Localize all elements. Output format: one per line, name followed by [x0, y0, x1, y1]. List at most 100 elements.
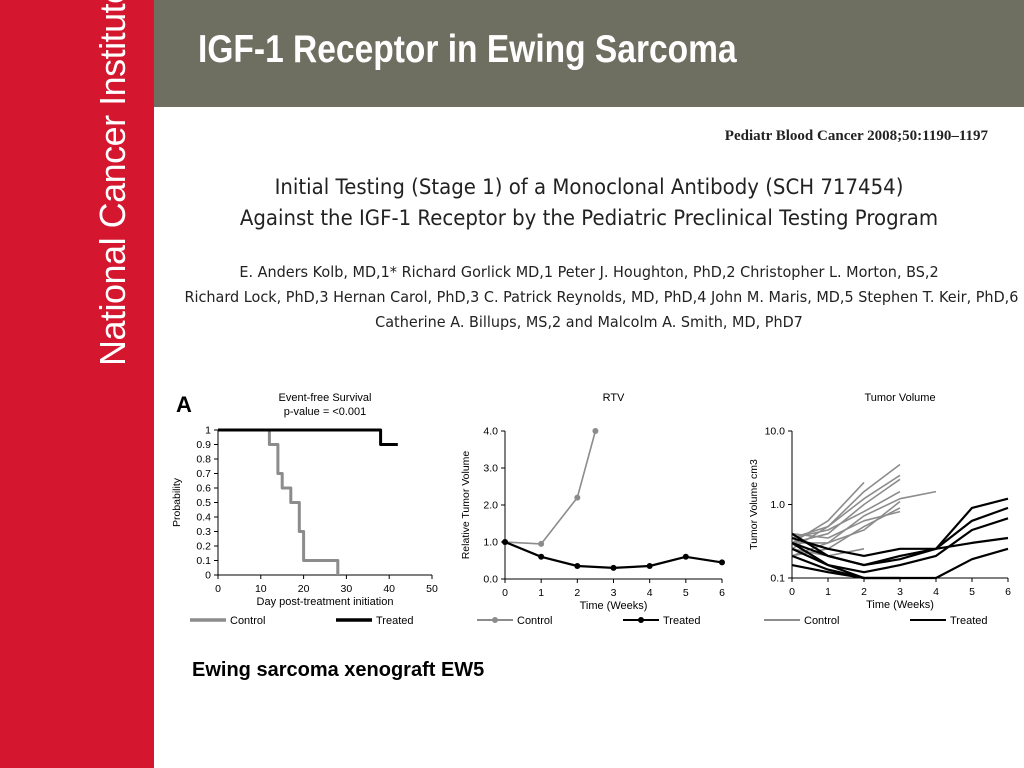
x-tick-label: 1 [538, 587, 544, 599]
legend-label-control: Control [230, 615, 265, 627]
x-tick-label: 40 [383, 583, 395, 595]
legend-label-treated: Treated [950, 615, 988, 627]
journal-reference: Pediatr Blood Cancer 2008;50:1190–1197 [724, 128, 988, 144]
y-axis-label: Probability [171, 477, 183, 527]
chart-title: Event-free Survival [279, 392, 372, 404]
x-tick-label: 6 [719, 587, 725, 599]
series-line-treated [791, 532, 1009, 567]
paper-title-line: Against the IGF-1 Receptor by the Pediat… [239, 206, 939, 230]
x-tick-label: 30 [341, 583, 353, 595]
y-tick-label: 0.8 [196, 454, 211, 466]
data-point-control [574, 494, 581, 501]
data-point-control [592, 428, 599, 434]
x-tick-label: 4 [647, 587, 653, 599]
y-tick-label: 0.1 [196, 555, 211, 567]
y-tick-label: 10.0 [765, 426, 786, 438]
data-point-treated [574, 563, 581, 570]
x-tick-label: 5 [969, 586, 975, 598]
series-line-control [791, 490, 901, 539]
series-line-control [791, 510, 901, 539]
series-line-treated [900, 547, 1009, 580]
series-line-treated [791, 541, 865, 580]
author-list: E. Anders Kolb, MD,1* Richard Gorlick MD… [154, 260, 1024, 335]
series-line-treated [791, 506, 1009, 558]
x-tick-label: 50 [426, 583, 438, 595]
series-line-treated [791, 564, 900, 580]
y-tick-label: 1.0 [770, 499, 785, 511]
y-tick-label: 0.6 [196, 483, 211, 495]
y-axis-label: Relative Tumor Volume [460, 451, 472, 560]
series-line-treated [218, 428, 398, 446]
x-tick-label: 0 [502, 587, 508, 599]
paper-title-line: Initial Testing (Stage 1) of a Monoclona… [274, 175, 904, 199]
x-axis-label: Time (Weeks) [580, 600, 648, 612]
data-point-treated [502, 539, 508, 545]
series-line-control [791, 474, 901, 539]
chart-subtitle: p-value = <0.001 [284, 406, 367, 418]
data-point-treated [646, 563, 653, 570]
series-line-control [791, 490, 937, 557]
slide-title: IGF-1 Receptor in Ewing Sarcoma [198, 28, 737, 71]
legend-marker-control [492, 617, 498, 623]
series-line-control [791, 478, 901, 544]
chart-title: Tumor Volume [864, 392, 935, 404]
data-point-treated [610, 564, 617, 571]
x-tick-label: 5 [683, 587, 689, 599]
series-line-treated [791, 517, 1009, 574]
legend-marker-treated [638, 617, 644, 623]
data-point-treated [719, 559, 725, 566]
x-axis-label: Time (Weeks) [866, 599, 934, 611]
author-line: E. Anders Kolb, MD,1* Richard Gorlick MD… [239, 263, 939, 281]
chart-title: RTV [603, 392, 625, 404]
series-line-treated [791, 554, 900, 580]
y-tick-label: 0.1 [770, 573, 785, 585]
slide-header: IGF-1 Receptor in Ewing Sarcoma [154, 0, 1024, 107]
author-line: Richard Lock, PhD,3 Hernan Carol, PhD,3 … [184, 288, 1019, 306]
x-tick-label: 4 [933, 586, 939, 598]
data-point-treated [538, 553, 545, 560]
paper-title: Initial Testing (Stage 1) of a Monoclona… [154, 172, 1024, 234]
sidebar: National Cancer Institute [0, 0, 154, 768]
y-tick-label: 0.9 [196, 439, 211, 451]
data-point-treated [682, 553, 689, 560]
y-tick-label: 0.3 [196, 526, 211, 538]
x-tick-label: 6 [1005, 586, 1011, 598]
x-tick-label: 2 [861, 586, 867, 598]
y-tick-label: 0.7 [196, 468, 211, 480]
series-line-treated [791, 497, 1009, 567]
series-line-treated [504, 540, 723, 570]
x-tick-label: 1 [825, 586, 831, 598]
x-axis-label: Day post-treatment initiation [257, 596, 394, 608]
data-point-control [502, 539, 508, 545]
x-tick-label: 0 [789, 586, 795, 598]
series-line-control [791, 548, 865, 557]
author-line: Catherine A. Billups, MS,2 and Malcolm A… [375, 313, 803, 331]
y-axis-label: Tumor Volume cm3 [748, 459, 760, 550]
x-tick-label: 20 [298, 583, 310, 595]
x-tick-label: 3 [611, 587, 617, 599]
x-tick-label: 10 [255, 583, 267, 595]
legend-label-treated: Treated [663, 615, 701, 627]
x-tick-label: 3 [897, 586, 903, 598]
legend-label-control: Control [804, 615, 839, 627]
y-tick-label: 3.0 [483, 463, 498, 475]
y-tick-label: 0.2 [196, 541, 211, 553]
y-tick-label: 0.0 [483, 574, 498, 586]
legend-label-treated: Treated [376, 615, 414, 627]
y-tick-label: 0 [205, 570, 211, 582]
y-tick-label: 2.0 [483, 500, 498, 512]
x-tick-label: 0 [215, 583, 221, 595]
y-tick-label: 4.0 [483, 426, 498, 438]
series-line-control [792, 500, 901, 544]
data-point-control [538, 540, 545, 547]
y-tick-label: 1 [205, 425, 211, 437]
series-line-control [218, 428, 340, 575]
x-tick-label: 2 [574, 587, 580, 599]
series-line-control [791, 507, 901, 557]
y-tick-label: 0.4 [196, 512, 211, 524]
y-tick-label: 0.5 [196, 497, 211, 509]
series-line-control [791, 463, 901, 550]
panel-label: A [176, 392, 192, 417]
legend-label-control: Control [517, 615, 552, 627]
series-line-control [791, 481, 865, 544]
